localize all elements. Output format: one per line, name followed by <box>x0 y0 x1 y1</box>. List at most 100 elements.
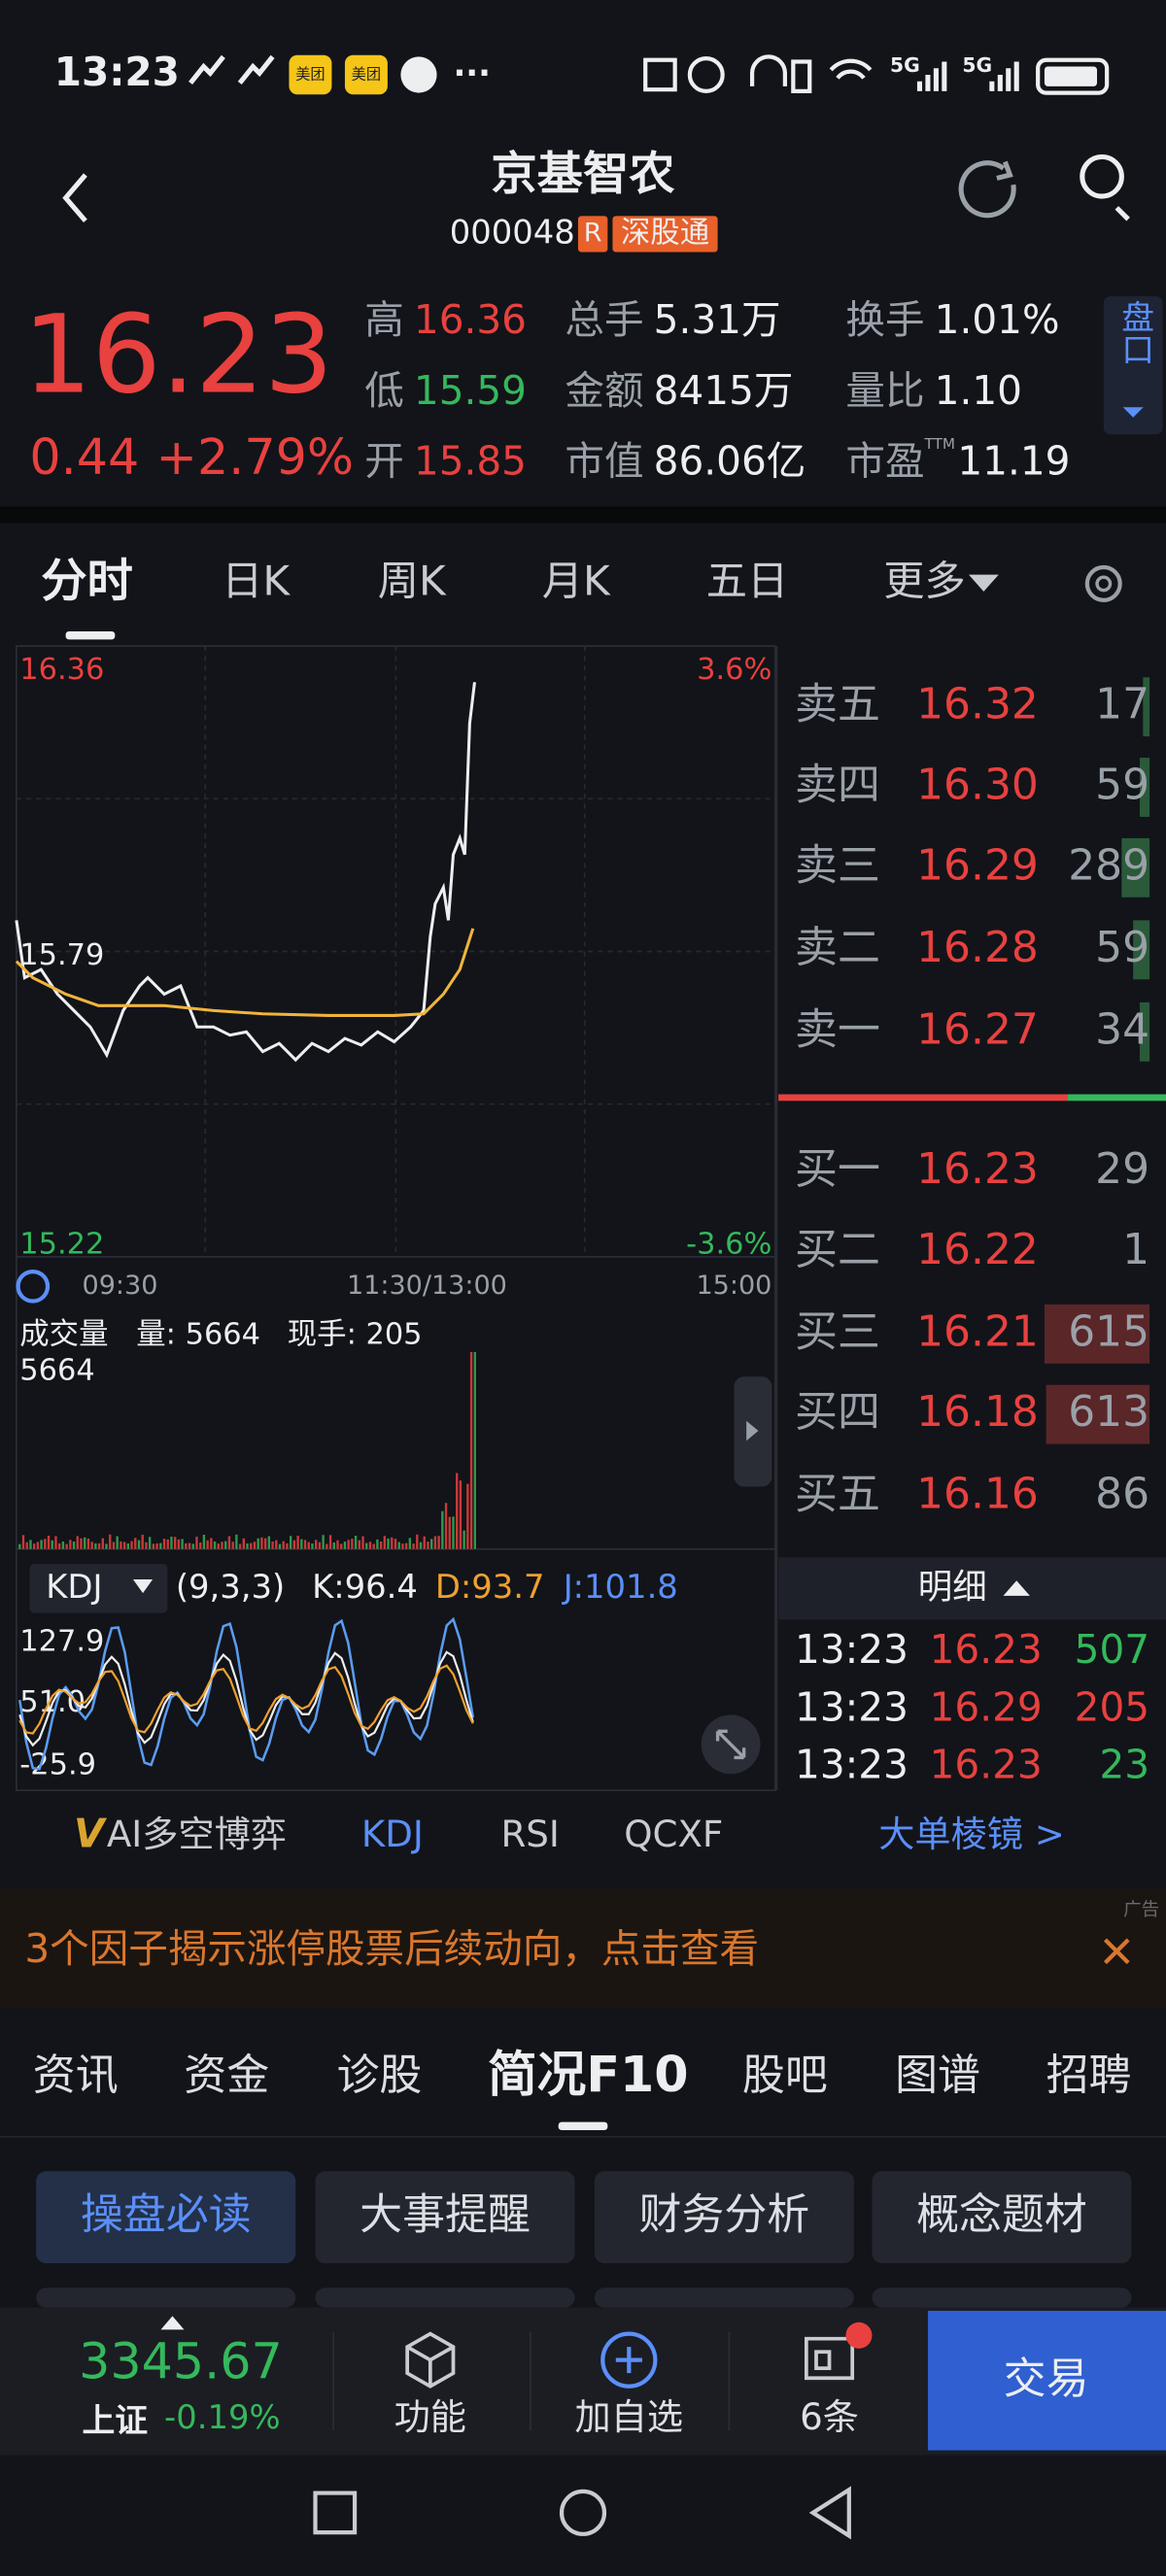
shortcut-button[interactable] <box>872 2171 1132 2263</box>
stat-value: 1.10 <box>935 367 1022 414</box>
detail-price: 16.23 <box>930 1742 1043 1788</box>
stat-label: 换手 <box>845 296 924 343</box>
indicator-tab[interactable]: AI多空博弈 <box>107 1813 287 1855</box>
period-tab[interactable]: 五日 <box>706 557 789 604</box>
avg-line <box>15 928 475 1017</box>
ask-vol-bar <box>1139 1001 1150 1062</box>
stat-label: 量比 <box>845 367 924 414</box>
book-volume: 17 <box>1095 680 1149 729</box>
watchlist-plus <box>615 2347 642 2374</box>
indicator-tab[interactable]: QCXF <box>624 1813 723 1855</box>
watchlist-icon <box>600 2331 658 2389</box>
signal-label: 5G <box>890 53 920 77</box>
book-volume: 613 <box>1068 1387 1149 1437</box>
time-marker <box>16 1269 51 1304</box>
connect-tag: 深股通 <box>621 216 709 250</box>
price-axis-low: 15.22 <box>19 1228 104 1262</box>
shortcut-button <box>594 2288 854 2308</box>
volume-hand: 现手: 205 <box>288 1318 423 1352</box>
shortcut-label: 概念题材 <box>916 2190 1087 2240</box>
stat-label: 高 <box>364 296 404 343</box>
trade-label: 交易 <box>1004 2355 1089 2404</box>
detail-volume: 23 <box>1099 1742 1149 1788</box>
book-volume: 59 <box>1095 761 1149 810</box>
nav-tab[interactable]: 图谱 <box>895 2051 980 2100</box>
signal-bars <box>916 61 1019 91</box>
pct-axis-low: -3.6% <box>686 1228 772 1262</box>
ad-close <box>1103 1938 1130 1965</box>
shortcut-button[interactable] <box>594 2171 854 2263</box>
period-tab[interactable]: 分时 <box>41 555 133 608</box>
app-badge <box>289 54 332 95</box>
back-button <box>62 173 87 223</box>
time-label: 11:30/13:00 <box>347 1271 507 1301</box>
message-icon <box>805 2336 855 2381</box>
book-label: 卖三 <box>795 840 880 890</box>
trade-button[interactable] <box>927 2310 1166 2451</box>
stat-label: 开 <box>364 438 404 485</box>
book-price: 16.22 <box>916 1225 1039 1274</box>
shortcut-button[interactable] <box>315 2171 575 2263</box>
book-price: 16.29 <box>916 840 1039 890</box>
app-badge-label: 美团 <box>295 65 325 83</box>
detail-time: 13:23 <box>795 1683 909 1730</box>
badge-bg <box>577 216 608 253</box>
indicator-link[interactable]: 大单棱镜 > <box>878 1813 1065 1855</box>
side-tab[interactable] <box>1103 296 1163 435</box>
book-price: 16.32 <box>916 680 1039 729</box>
nav-tab[interactable]: 诊股 <box>336 2051 422 2100</box>
nav-tab[interactable]: 股吧 <box>742 2051 828 2100</box>
stat-label: 低 <box>364 367 404 414</box>
price-axis-high: 16.36 <box>19 653 104 687</box>
ask-vol-bar <box>1139 758 1150 817</box>
separator <box>0 506 1166 524</box>
period-tab[interactable]: 更多 <box>883 557 966 604</box>
stock-title: 京基智农 <box>491 148 674 201</box>
tab-underline <box>65 630 116 640</box>
refresh-button <box>958 160 1016 219</box>
indicator-tab[interactable]: KDJ <box>361 1813 424 1855</box>
book-price: 16.18 <box>916 1387 1039 1437</box>
nav-tab[interactable]: 资金 <box>184 2051 269 2100</box>
bottom-item[interactable]: 加自选 <box>575 2395 684 2438</box>
stock-code: 000048 <box>450 213 575 251</box>
stat-label: 总手 <box>565 296 643 343</box>
indicator-logo: V <box>74 1811 108 1857</box>
period-tab[interactable]: 日K <box>222 557 291 604</box>
nav-tab[interactable]: 招聘 <box>1046 2051 1132 2100</box>
app-badge <box>344 54 388 95</box>
ad-tag: 广告 <box>1123 1900 1159 1920</box>
price-change: 0.44 <box>29 428 139 486</box>
indicator-tab[interactable]: RSI <box>500 1813 559 1855</box>
signal-label: 5G <box>962 53 992 77</box>
ask-vol-bar <box>1121 837 1150 898</box>
kdj-name: KDJ <box>46 1568 102 1606</box>
book-label: 卖五 <box>795 680 880 729</box>
settings-button[interactable] <box>1084 564 1122 602</box>
volume-max: 5664 <box>19 1354 94 1388</box>
shortcut-button[interactable] <box>36 2171 296 2263</box>
kdj-arrow <box>132 1579 154 1594</box>
detail-price: 16.29 <box>930 1683 1043 1730</box>
book-price: 16.30 <box>916 761 1039 810</box>
bottom-item[interactable]: 6条 <box>800 2395 859 2438</box>
stat-value: 5.31万 <box>654 296 781 343</box>
nav-tab[interactable]: 简况F10 <box>488 2046 689 2103</box>
book-volume: 615 <box>1068 1306 1149 1356</box>
period-tab[interactable]: 周K <box>378 557 447 604</box>
volume-title: 成交量 <box>19 1318 108 1352</box>
index-arrow <box>160 2316 185 2330</box>
nav-tab[interactable]: 资讯 <box>33 2051 119 2100</box>
detail-header[interactable] <box>778 1557 1166 1620</box>
stat-label: 市值 <box>565 438 643 485</box>
ad-text[interactable]: 3个因子揭示涨停股票后续动向，点击查看 <box>24 1925 759 1972</box>
battery <box>1036 57 1110 95</box>
bid-vol-bar <box>1046 1384 1150 1444</box>
bottom-item[interactable]: 功能 <box>394 2395 466 2438</box>
ad-banner[interactable] <box>0 1888 1166 2008</box>
index-change: -0.19% <box>164 2398 281 2436</box>
book-split-red <box>778 1094 1068 1102</box>
kdj-selector[interactable] <box>29 1563 168 1613</box>
period-tab[interactable]: 月K <box>542 557 611 604</box>
